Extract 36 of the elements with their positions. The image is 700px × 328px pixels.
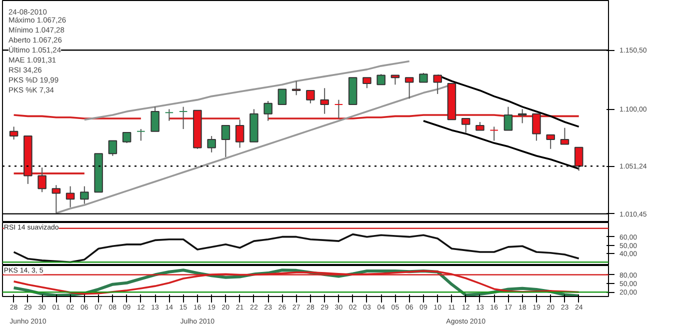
candlestick: [419, 72, 428, 83]
candlestick: [221, 125, 230, 158]
candlestick: [9, 126, 18, 140]
candlestick: [136, 128, 146, 142]
candlestick: [178, 106, 188, 130]
candlestick: [334, 99, 344, 120]
candlestick: [461, 118, 470, 134]
candlestick: [292, 80, 301, 96]
candlestick: [362, 77, 372, 89]
candlestick: [390, 74, 400, 86]
candlestick: [235, 119, 244, 148]
candlestick: [52, 184, 61, 214]
candlestick: [38, 167, 46, 193]
candlestick: [560, 127, 570, 145]
candlestick: [532, 113, 541, 142]
candlestick: [504, 106, 513, 131]
candlestick: [264, 100, 272, 122]
candlestick: [546, 134, 555, 150]
line-series: [12, 233, 580, 264]
candlestick: [574, 146, 584, 172]
candlestick: [404, 77, 414, 100]
candlestick: [108, 140, 118, 156]
candlestick: [490, 126, 498, 142]
candlestick: [278, 88, 287, 105]
candlestick: [207, 136, 216, 153]
candlestick: [164, 108, 174, 122]
candlestick: [518, 108, 527, 124]
candlestick: [376, 74, 386, 86]
candlestick: [320, 88, 329, 114]
line-series: [84, 60, 410, 121]
candlestick: [306, 90, 315, 104]
candlestick: [150, 106, 160, 132]
candlestick: [80, 186, 89, 204]
candlestick: [66, 186, 75, 208]
candlestick: [122, 132, 132, 144]
candlestick: [433, 74, 442, 94]
